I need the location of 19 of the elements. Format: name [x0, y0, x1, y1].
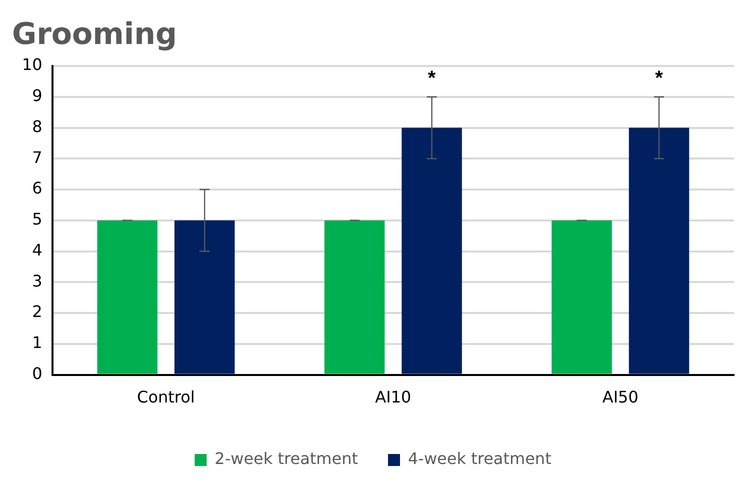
annotation: *: [428, 67, 436, 90]
y-tick-label: 10: [22, 55, 42, 74]
y-tick-label: 8: [32, 116, 42, 136]
y-tick-label: 2: [32, 302, 42, 322]
y-tick-label: 6: [32, 178, 42, 198]
chart-title: Grooming: [12, 16, 178, 52]
x-tick-label: Control: [137, 388, 195, 407]
y-tick-label: 3: [32, 271, 42, 290]
y-tick-label: 0: [32, 364, 42, 383]
y-tick-label: 7: [32, 148, 42, 167]
y-tick-label: 9: [32, 86, 42, 106]
y-tick-label: 5: [32, 210, 42, 229]
y-tick-label: 1: [32, 333, 42, 352]
annotation: *: [655, 67, 664, 90]
x-tick-label: AI50: [602, 388, 638, 407]
legend-label: 4-week treatment: [408, 449, 552, 468]
y-tick-label: 4: [32, 240, 42, 260]
x-tick-label: AI10: [375, 388, 412, 407]
legend-label: 2-week treatment: [214, 449, 358, 468]
